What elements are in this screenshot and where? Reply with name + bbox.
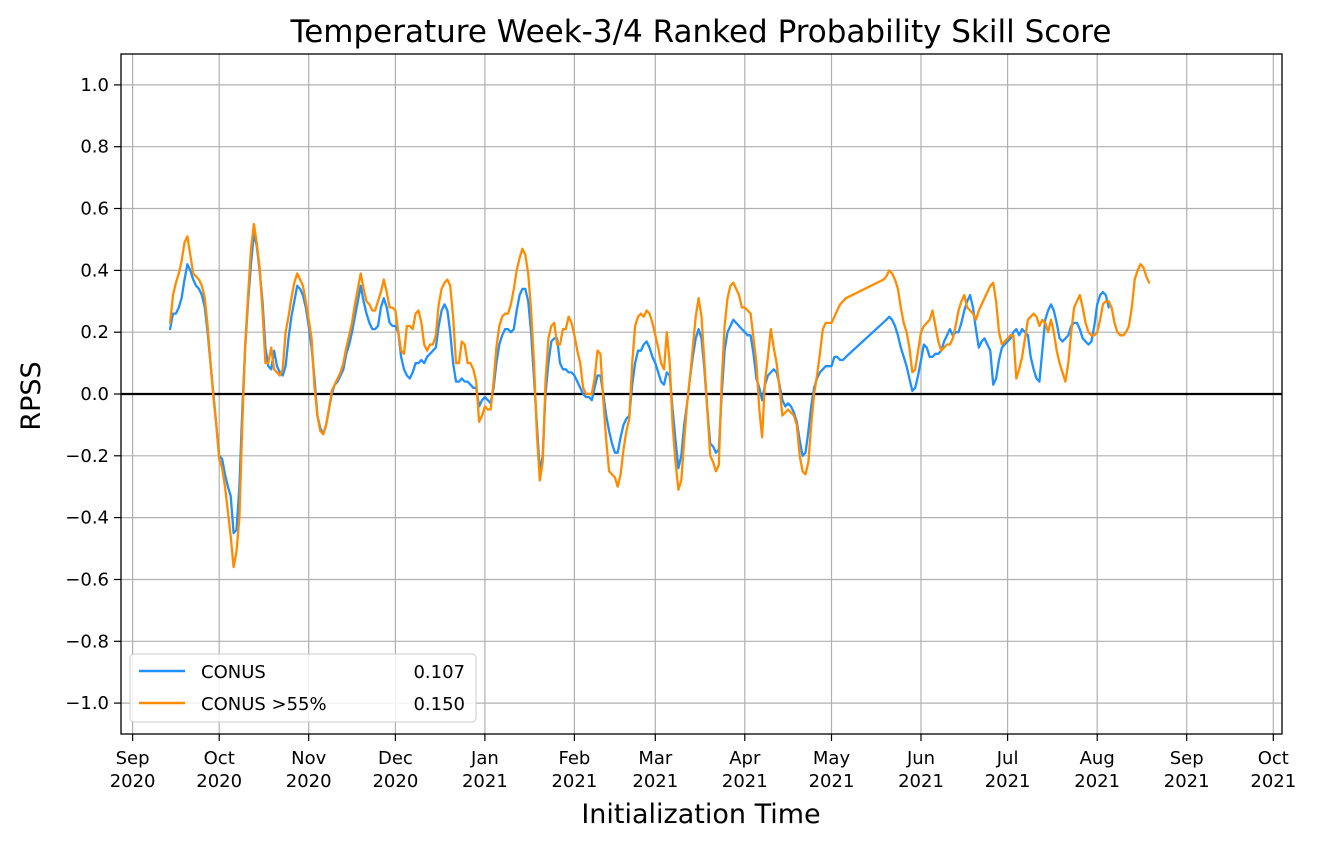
- x-axis-ticks: Sep2020Oct2020Nov2020Dec2020Jan2021Feb20…: [110, 734, 1296, 792]
- x-tick-label-year: 2021: [898, 771, 944, 792]
- y-tick-label: 0.8: [80, 137, 109, 158]
- x-tick-label-year: 2020: [286, 771, 332, 792]
- legend: CONUS 0.107 CONUS >55% 0.150: [129, 653, 477, 723]
- legend-value-conus: 0.107: [413, 662, 465, 683]
- y-tick-label: −0.4: [65, 508, 109, 529]
- x-tick-label-month: Jul: [996, 748, 1019, 769]
- x-tick-label-year: 2021: [809, 771, 855, 792]
- x-tick-label-month: Sep: [1170, 748, 1204, 769]
- x-tick-label-month: Aug: [1080, 748, 1115, 769]
- x-tick-label-month: Feb: [558, 748, 590, 769]
- y-tick-label: −0.2: [65, 446, 109, 467]
- x-tick-label-year: 2020: [372, 771, 418, 792]
- x-tick-label-month: Oct: [1258, 748, 1289, 769]
- x-tick-label-month: May: [813, 748, 851, 769]
- x-tick-label-year: 2020: [110, 771, 156, 792]
- chart-title: Temperature Week-3/4 Ranked Probability …: [290, 14, 1112, 50]
- x-axis-label: Initialization Time: [581, 799, 820, 830]
- x-tick-label-year: 2021: [722, 771, 768, 792]
- y-tick-label: 0.0: [80, 384, 109, 405]
- y-tick-label: −0.6: [65, 570, 109, 591]
- series-layer: [168, 222, 1151, 569]
- x-tick-label-year: 2021: [1074, 771, 1120, 792]
- y-tick-label: 0.2: [80, 322, 109, 343]
- y-tick-label: −1.0: [65, 693, 109, 714]
- x-tick-label-month: Sep: [116, 748, 150, 769]
- x-tick-label-year: 2021: [551, 771, 597, 792]
- legend-value-conus-55: 0.150: [413, 694, 465, 715]
- x-tick-label-month: Jan: [470, 748, 499, 769]
- x-tick-label-month: Dec: [378, 748, 413, 769]
- x-tick-label-month: Mar: [638, 748, 673, 769]
- y-tick-label: 0.6: [80, 199, 109, 220]
- series-line-conus: [168, 232, 1110, 535]
- x-tick-label-year: 2021: [1164, 771, 1210, 792]
- x-tick-label-year: 2020: [196, 771, 242, 792]
- x-tick-label-year: 2021: [985, 771, 1031, 792]
- y-axis-label: RPSS: [16, 361, 47, 430]
- legend-box: [129, 653, 477, 723]
- x-tick-label-year: 2021: [1250, 771, 1296, 792]
- x-tick-label-month: Oct: [204, 748, 235, 769]
- y-tick-label: −0.8: [65, 631, 109, 652]
- y-axis-ticks: 1.0 0.8 0.6 0.4 0.2 0.0 −0.2 −0.4 −0.6 −0.8 −1.0: [65, 75, 121, 714]
- y-tick-label: 1.0: [80, 75, 109, 96]
- legend-label-conus: CONUS: [201, 662, 266, 683]
- x-tick-label-month: Jun: [906, 748, 935, 769]
- x-tick-label-year: 2021: [462, 771, 508, 792]
- x-tick-label-month: Apr: [729, 748, 761, 769]
- y-tick-label: 0.4: [80, 260, 109, 281]
- x-tick-label-month: Nov: [291, 748, 326, 769]
- x-tick-label-year: 2021: [632, 771, 678, 792]
- series-line-conus-55: [168, 222, 1151, 569]
- legend-label-conus-55: CONUS >55%: [201, 694, 327, 715]
